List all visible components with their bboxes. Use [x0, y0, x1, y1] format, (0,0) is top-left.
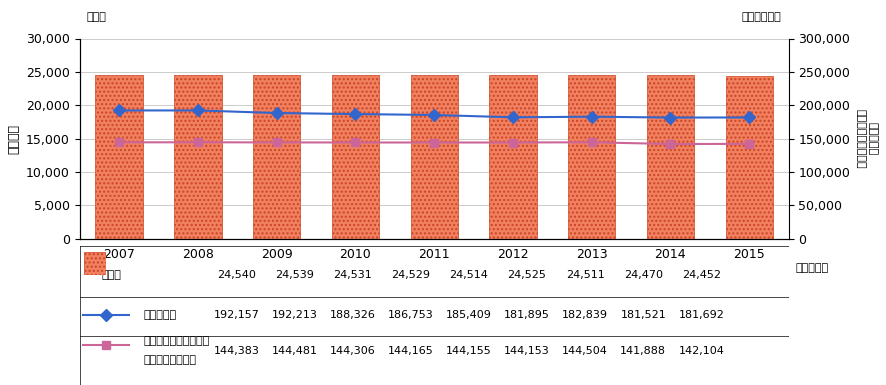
Bar [331, 75, 379, 239]
Bar [253, 75, 300, 239]
Bar [489, 75, 537, 239]
Text: 郵便局: 郵便局 [101, 270, 120, 280]
Text: 24,531: 24,531 [333, 270, 372, 280]
Text: 144,481: 144,481 [271, 346, 317, 356]
Text: 24,470: 24,470 [624, 270, 663, 280]
Text: 144,153: 144,153 [504, 346, 550, 356]
Text: 24,511: 24,511 [566, 270, 604, 280]
Text: 181,521: 181,521 [620, 310, 666, 320]
Text: 24,540: 24,540 [217, 270, 256, 280]
Text: 188,326: 188,326 [330, 310, 376, 320]
Text: （局）: （局） [87, 12, 106, 22]
Bar [175, 75, 222, 239]
Bar [568, 75, 615, 239]
Text: 144,155: 144,155 [446, 346, 492, 356]
Text: 144,306: 144,306 [330, 346, 376, 356]
Text: 144,165: 144,165 [388, 346, 433, 356]
Text: 182,839: 182,839 [562, 310, 608, 320]
Y-axis label: 郵便ポスト
郵便切手類販売所等: 郵便ポスト 郵便切手類販売所等 [856, 109, 877, 168]
Text: （本・か所）: （本・か所） [742, 12, 781, 22]
Text: 24,529: 24,529 [392, 270, 431, 280]
Text: 142,104: 142,104 [679, 346, 724, 356]
Text: 144,504: 144,504 [563, 346, 608, 356]
Bar [647, 75, 694, 239]
Text: 185,409: 185,409 [446, 310, 492, 320]
Text: 181,895: 181,895 [504, 310, 550, 320]
Text: 印紙売りさばき所: 印紙売りさばき所 [144, 355, 197, 365]
Bar [726, 75, 773, 239]
Bar [96, 75, 143, 239]
Text: 186,753: 186,753 [388, 310, 433, 320]
Text: 141,888: 141,888 [620, 346, 666, 356]
Text: 24,514: 24,514 [449, 270, 488, 280]
Text: 24,539: 24,539 [275, 270, 314, 280]
Text: 192,213: 192,213 [272, 310, 317, 320]
Text: 郵便切手手類販売所・: 郵便切手手類販売所・ [144, 336, 210, 346]
Text: （年度末）: （年度末） [796, 263, 828, 273]
Text: 192,157: 192,157 [214, 310, 260, 320]
Text: 郵便ポスト: 郵便ポスト [144, 310, 176, 320]
Text: 24,452: 24,452 [682, 270, 721, 280]
Text: 24,525: 24,525 [508, 270, 547, 280]
Text: 144,383: 144,383 [214, 346, 260, 356]
Text: 181,692: 181,692 [679, 310, 724, 320]
Y-axis label: 郵便局数: 郵便局数 [8, 124, 20, 154]
Bar [410, 75, 458, 239]
